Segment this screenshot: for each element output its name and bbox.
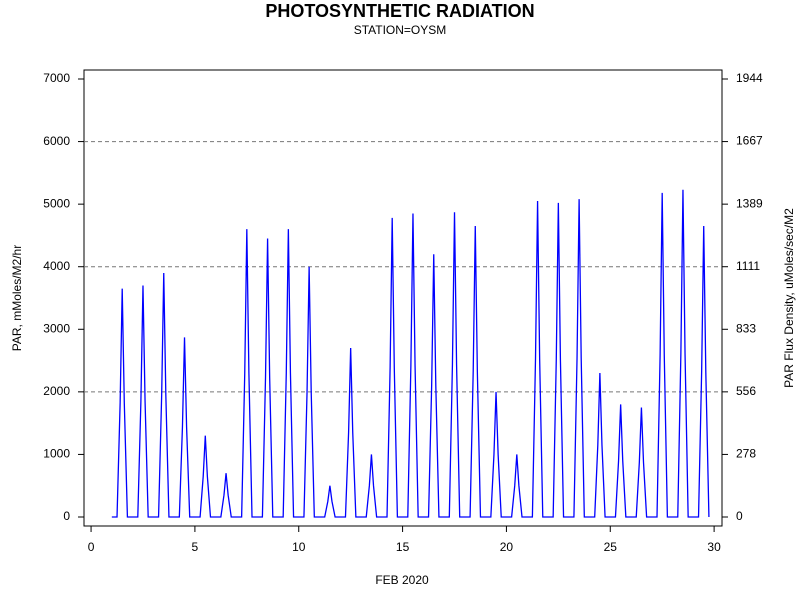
chart-subtitle: STATION=OYSM [354, 23, 447, 37]
y2-tick-label: 556 [736, 384, 756, 398]
y-tick-label: 1000 [43, 447, 70, 461]
y-axis-label: PAR, mMoles/M2/hr [10, 245, 24, 351]
y2-tick-label: 278 [736, 447, 756, 461]
x-tick-label: 15 [396, 540, 410, 554]
y2-axis-label: PAR Flux Density, uMoles/sec/M2 [782, 208, 796, 388]
x-tick-label: 30 [707, 540, 721, 554]
y-tick-label: 3000 [43, 321, 70, 335]
y-tick-label: 6000 [43, 134, 70, 148]
x-tick-label: 10 [292, 540, 306, 554]
x-tick-label: 5 [192, 540, 199, 554]
y2-tick-label: 1111 [736, 259, 760, 273]
y-tick-label: 5000 [43, 196, 70, 210]
y-tick-label: 7000 [43, 71, 70, 85]
chart-title: PHOTOSYNTHETIC RADIATION [265, 1, 534, 21]
x-tick-label: 0 [88, 540, 95, 554]
x-tick-label: 20 [500, 540, 514, 554]
y-tick-label: 0 [63, 509, 70, 523]
y2-tick-label: 0 [736, 509, 743, 523]
y-tick-label: 4000 [43, 259, 70, 273]
x-axis-label: FEB 2020 [375, 573, 429, 587]
y2-tick-label: 1389 [736, 196, 763, 210]
y-tick-label: 2000 [43, 384, 70, 398]
data-line [111, 189, 710, 518]
plot-frame [83, 69, 723, 527]
y2-tick-label: 1667 [736, 134, 763, 148]
y2-tick-label: 833 [736, 321, 756, 335]
y2-tick-label: 1944 [736, 71, 763, 85]
x-tick-label: 25 [604, 540, 618, 554]
